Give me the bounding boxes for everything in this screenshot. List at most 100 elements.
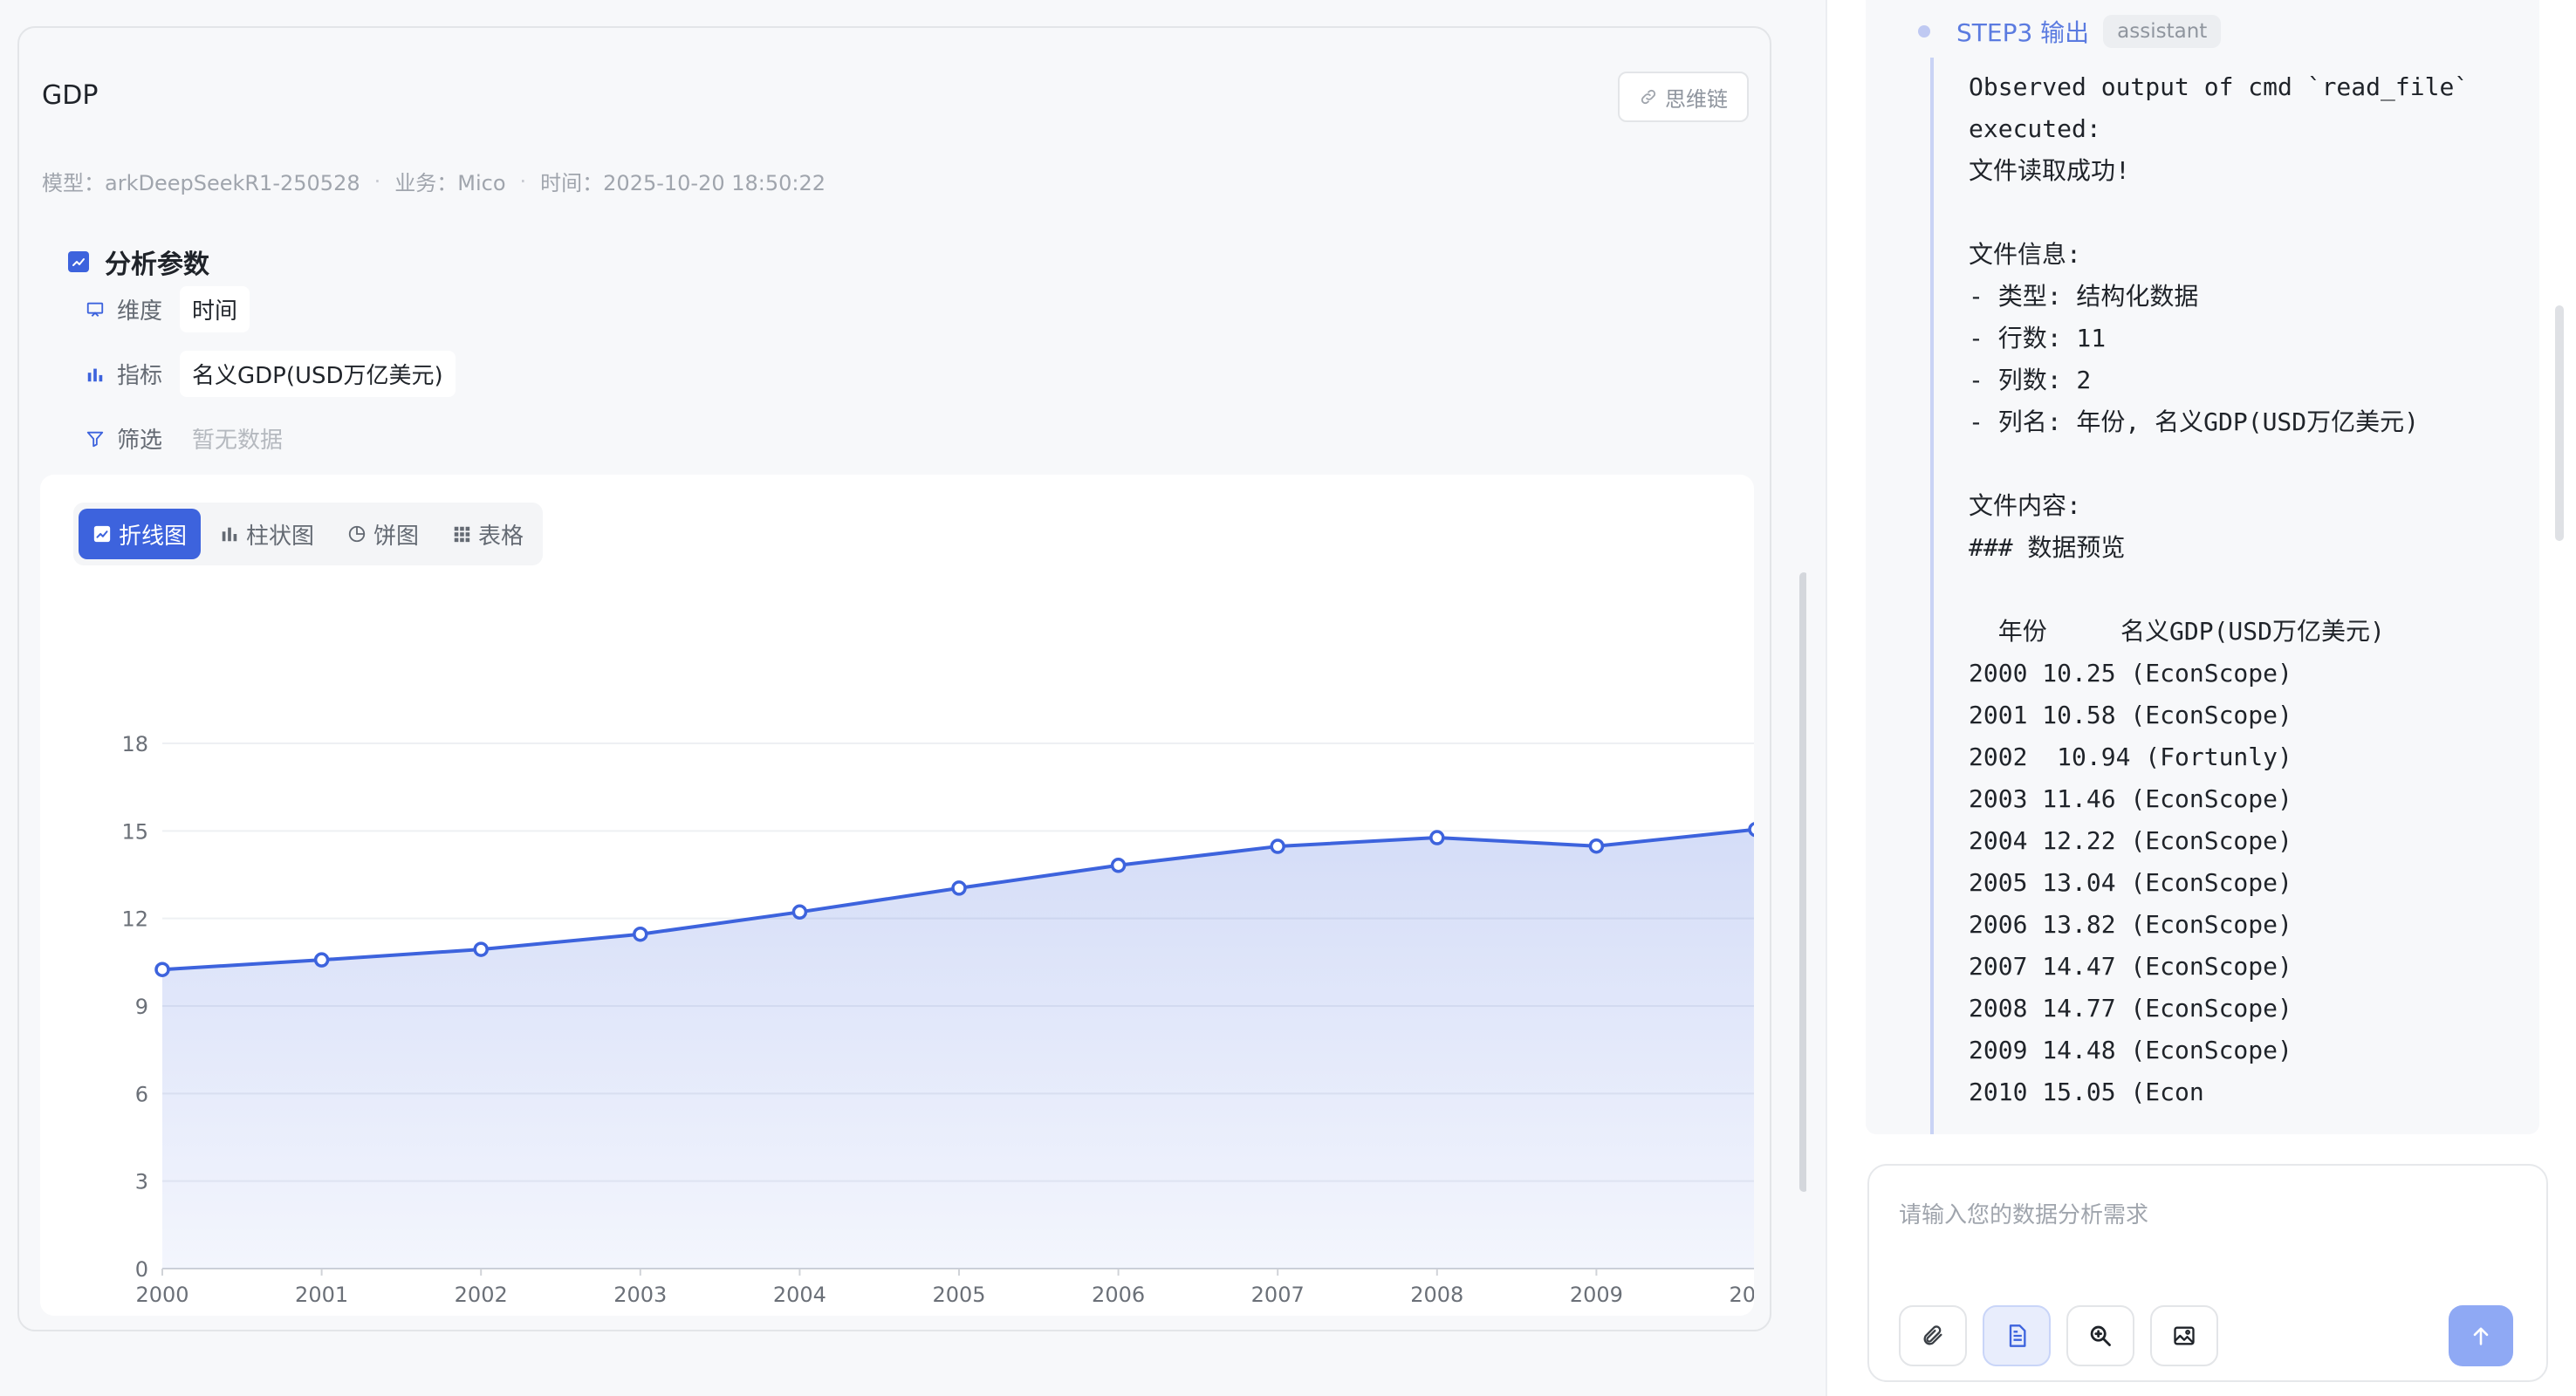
output-line: ### 数据预览 — [1969, 533, 2126, 562]
filter-icon — [86, 431, 104, 447]
metric-row: 指标 名义GDP(USD万亿美元) — [86, 351, 456, 397]
output-line: 2000 10.25 (EconScope) — [1969, 659, 2292, 688]
x-tick-label: 2003 — [613, 1283, 667, 1307]
right-scrollbar[interactable] — [2555, 305, 2564, 541]
document-icon — [2009, 1324, 2026, 1347]
output-line — [1969, 192, 2518, 234]
params-section-title: 分析参数 — [68, 243, 209, 281]
data-point — [633, 926, 648, 942]
output-line: Observed output of cmd `read_file` — [1969, 72, 2470, 101]
output-line: - 列数: 2 — [1969, 366, 2092, 394]
data-point — [1748, 822, 1754, 838]
tab-pie-chart[interactable]: 饼图 — [333, 509, 433, 559]
pie-chart-icon — [348, 525, 366, 543]
output-line: 2007 14.47 (EconScope) — [1969, 952, 2292, 981]
tab-line-chart[interactable]: 折线图 — [79, 509, 202, 559]
tab-label: 柱状图 — [246, 523, 315, 550]
data-point — [1588, 838, 1605, 854]
query-input-box[interactable]: 请输入您的数据分析需求 — [1867, 1164, 2548, 1382]
arrow-up-icon — [2473, 1327, 2489, 1345]
bar-chart-icon — [222, 527, 237, 542]
meta-business: 业务：Mico — [394, 171, 506, 195]
metric-bar-icon — [87, 368, 103, 381]
dimension-label: 维度 — [117, 298, 163, 325]
x-tick-label: 2000 — [135, 1283, 188, 1307]
gdp-area-chart: 0 3 6 9 12 15 18 2000 2001 2002 2003 2004 2005 2006 20… — [121, 732, 1754, 1307]
x-tick-label: 2009 — [1570, 1283, 1623, 1307]
x-tick-label: 2001 — [295, 1283, 348, 1307]
tab-label: 表格 — [478, 523, 524, 550]
output-line: executed: — [1969, 114, 2101, 143]
card-meta: 模型：arkDeepSeekR1-250528 · 业务：Mico · 时间：2… — [42, 166, 826, 196]
output-line: 年份 名义GDP(USD万亿美元) — [1969, 617, 2385, 646]
send-button[interactable] — [2449, 1305, 2513, 1366]
data-point — [473, 941, 489, 957]
meta-time: 时间：2025-10-20 18:50:22 — [540, 171, 826, 195]
step-dot — [1918, 25, 1930, 38]
query-input-placeholder[interactable]: 请输入您的数据分析需求 — [1899, 1202, 2149, 1228]
dimension-value: 时间 — [180, 286, 250, 332]
dimension-row: 维度 时间 — [86, 286, 250, 332]
y-tick-label: 12 — [121, 907, 148, 932]
dimension-icon — [86, 302, 104, 317]
output-line: 2010 15.05 (Econ — [1969, 1078, 2204, 1106]
output-line: 文件信息: — [1969, 240, 2081, 269]
chart-type-tabs: 折线图 柱状图 饼图 表格 — [73, 503, 544, 565]
image-button[interactable] — [2150, 1305, 2218, 1366]
x-tick-label: 2007 — [1251, 1283, 1305, 1307]
series-area — [162, 829, 1754, 1269]
output-line — [1969, 569, 2518, 611]
meta-separator: · — [373, 168, 381, 194]
filter-value: 暂无数据 — [192, 428, 284, 454]
tab-bar-chart[interactable]: 柱状图 — [206, 509, 328, 559]
output-line: 文件内容: — [1969, 491, 2081, 520]
x-tick-label: 2002 — [455, 1283, 508, 1307]
meta-model: 模型：arkDeepSeekR1-250528 — [42, 171, 360, 195]
left-scrollbar[interactable] — [1799, 572, 1806, 1192]
attachment-icon — [1923, 1325, 1942, 1345]
x-tick-label: 2006 — [1092, 1283, 1145, 1307]
tab-table[interactable]: 表格 — [438, 509, 538, 559]
output-line: - 行数: 11 — [1969, 324, 2107, 352]
y-tick-label: 6 — [135, 1082, 148, 1106]
data-point — [791, 904, 808, 920]
step-title: STEP3 输出 — [1956, 18, 2090, 47]
output-line — [1969, 443, 2518, 485]
image-icon — [2174, 1326, 2195, 1345]
table-icon — [454, 526, 470, 543]
thought-chain-button[interactable]: 思维链 — [1618, 72, 1749, 122]
filter-row: 筛选 暂无数据 — [86, 415, 295, 462]
tab-label: 饼图 — [373, 523, 420, 550]
x-tick-label: 2004 — [773, 1283, 826, 1307]
output-line: 2009 14.48 (EconScope) — [1969, 1036, 2292, 1064]
card-title: GDP — [42, 80, 99, 111]
output-line: - 类型: 结构化数据 — [1969, 282, 2199, 311]
document-button[interactable] — [1983, 1305, 2051, 1366]
output-line: - 列名: 年份, 名义GDP(USD万亿美元) — [1969, 407, 2420, 436]
output-line: 2008 14.77 (EconScope) — [1969, 994, 2292, 1023]
thought-chain-label: 思维链 — [1665, 86, 1728, 112]
filter-label: 筛选 — [117, 428, 163, 454]
output-line: 2003 11.46 (EconScope) — [1969, 784, 2292, 813]
data-point — [1110, 858, 1127, 873]
step-output-text: Observed output of cmd `read_file`execut… — [1969, 66, 2518, 1113]
tab-label: 折线图 — [119, 523, 188, 550]
zoom-search-button[interactable] — [2066, 1305, 2134, 1366]
output-line: 文件读取成功! — [1969, 156, 2130, 185]
output-line: 2006 13.82 (EconScope) — [1969, 910, 2292, 939]
data-point — [951, 880, 967, 896]
attach-button[interactable] — [1899, 1305, 1967, 1366]
x-tick-label: 2010 — [1729, 1283, 1754, 1307]
output-line: 2005 13.04 (EconScope) — [1969, 868, 2292, 897]
x-tick-label: 2008 — [1410, 1283, 1463, 1307]
y-tick-label: 3 — [135, 1170, 148, 1194]
params-title-label: 分析参数 — [105, 250, 209, 280]
y-tick-label: 9 — [135, 995, 148, 1019]
pane-divider — [1826, 0, 1827, 1396]
output-line: 2002 10.94 (Fortunly) — [1969, 742, 2292, 771]
zoom-search-icon — [2090, 1325, 2111, 1346]
y-tick-label: 15 — [121, 819, 148, 844]
metric-value: 名义GDP(USD万亿美元) — [180, 351, 456, 397]
meta-separator: · — [519, 168, 527, 194]
link-icon — [1641, 89, 1656, 105]
